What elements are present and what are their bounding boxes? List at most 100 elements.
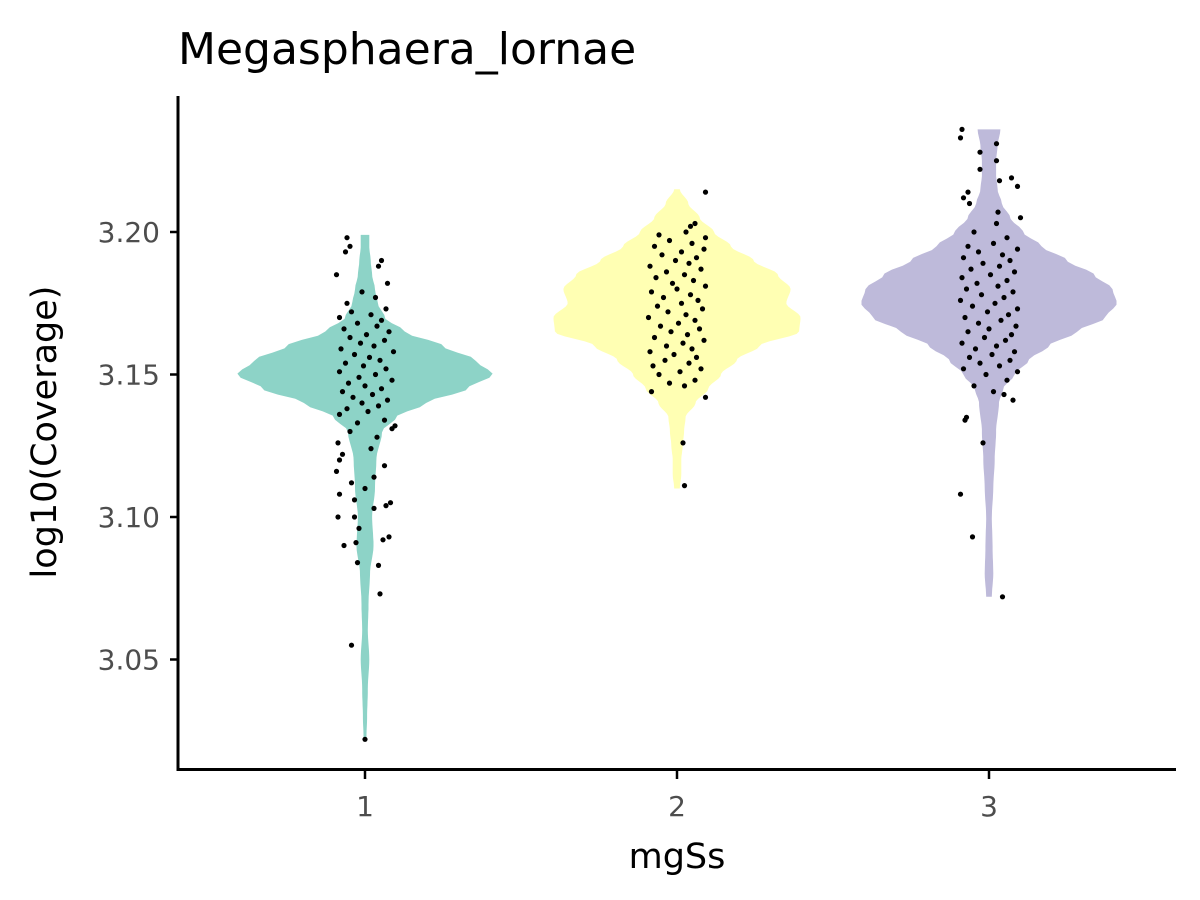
data-point	[390, 349, 397, 355]
data-point	[1004, 377, 1010, 383]
data-point	[384, 397, 391, 403]
data-point	[681, 483, 688, 489]
data-point	[1005, 312, 1012, 318]
data-point	[984, 309, 991, 315]
data-point	[1002, 337, 1009, 343]
data-point	[680, 440, 686, 446]
data-point	[678, 249, 685, 255]
data-point	[342, 360, 349, 366]
data-point	[672, 257, 679, 264]
data-point	[687, 292, 694, 298]
data-point	[648, 389, 655, 395]
data-point	[347, 428, 353, 435]
data-point	[992, 300, 998, 306]
data-point	[663, 343, 670, 349]
data-point	[701, 337, 707, 343]
data-point	[377, 591, 383, 597]
data-point	[374, 434, 380, 440]
data-point	[686, 260, 692, 266]
data-point	[666, 380, 673, 386]
data-point	[381, 337, 388, 343]
data-point	[336, 411, 343, 417]
data-point	[959, 275, 965, 281]
data-point	[675, 320, 682, 326]
data-point	[996, 178, 1003, 184]
data-point	[981, 334, 988, 341]
data-point	[372, 371, 379, 378]
data-point	[647, 349, 653, 355]
data-point	[348, 480, 355, 486]
data-point	[381, 417, 388, 423]
data-point	[980, 260, 986, 266]
data-point	[650, 363, 656, 369]
data-point	[356, 374, 362, 380]
data-point	[969, 303, 976, 309]
data-point	[1011, 269, 1018, 275]
data-point	[983, 371, 989, 378]
data-point	[990, 389, 997, 395]
data-point	[681, 383, 688, 389]
data-point	[665, 309, 671, 315]
data-point	[687, 223, 694, 229]
data-point	[977, 166, 983, 172]
data-point	[1004, 235, 1010, 241]
data-point	[671, 351, 677, 358]
data-point	[372, 294, 379, 301]
data-point	[374, 323, 380, 329]
data-point	[986, 326, 992, 332]
data-point	[698, 366, 704, 372]
data-point	[698, 266, 704, 272]
data-point	[1014, 183, 1021, 189]
data-point	[966, 354, 973, 360]
x-tick-label: 2	[668, 790, 686, 823]
data-point	[354, 320, 361, 326]
data-point	[656, 371, 662, 378]
data-point	[966, 200, 973, 207]
y-tick-label: 3.05	[98, 644, 160, 677]
data-point	[371, 474, 377, 480]
violin-2	[553, 189, 801, 489]
data-point	[383, 503, 389, 509]
data-point	[380, 537, 386, 543]
data-point	[1010, 397, 1016, 403]
y-tick-label: 3.15	[98, 359, 160, 392]
data-point	[353, 540, 359, 546]
violin-3	[861, 129, 1117, 597]
data-point	[347, 334, 353, 341]
data-point	[335, 440, 341, 446]
data-point	[669, 280, 676, 286]
chart-title: Megasphaera_lornae	[178, 24, 636, 75]
data-point	[1001, 391, 1007, 398]
data-point	[336, 314, 343, 321]
data-point	[348, 642, 355, 648]
data-point	[1014, 369, 1021, 375]
data-point	[371, 505, 377, 511]
data-point	[959, 126, 965, 132]
data-point	[378, 257, 385, 264]
data-point	[957, 297, 964, 303]
data-point	[659, 252, 665, 258]
data-point	[375, 263, 382, 269]
data-point	[702, 189, 709, 195]
data-point	[341, 542, 347, 549]
data-point	[662, 357, 668, 363]
data-point	[375, 562, 382, 569]
data-point	[386, 329, 392, 335]
data-point	[689, 346, 695, 352]
data-point	[990, 240, 997, 246]
data-point	[701, 246, 707, 252]
data-point	[384, 280, 391, 286]
data-point	[683, 312, 689, 318]
data-point	[359, 289, 365, 295]
data-point	[645, 314, 652, 321]
data-point	[702, 283, 709, 289]
data-point	[695, 297, 701, 303]
data-point	[692, 317, 698, 323]
data-point	[684, 332, 691, 338]
data-point	[654, 303, 661, 309]
data-point	[351, 351, 358, 358]
data-point	[378, 317, 385, 323]
data-point	[335, 514, 341, 520]
data-point	[959, 340, 965, 346]
